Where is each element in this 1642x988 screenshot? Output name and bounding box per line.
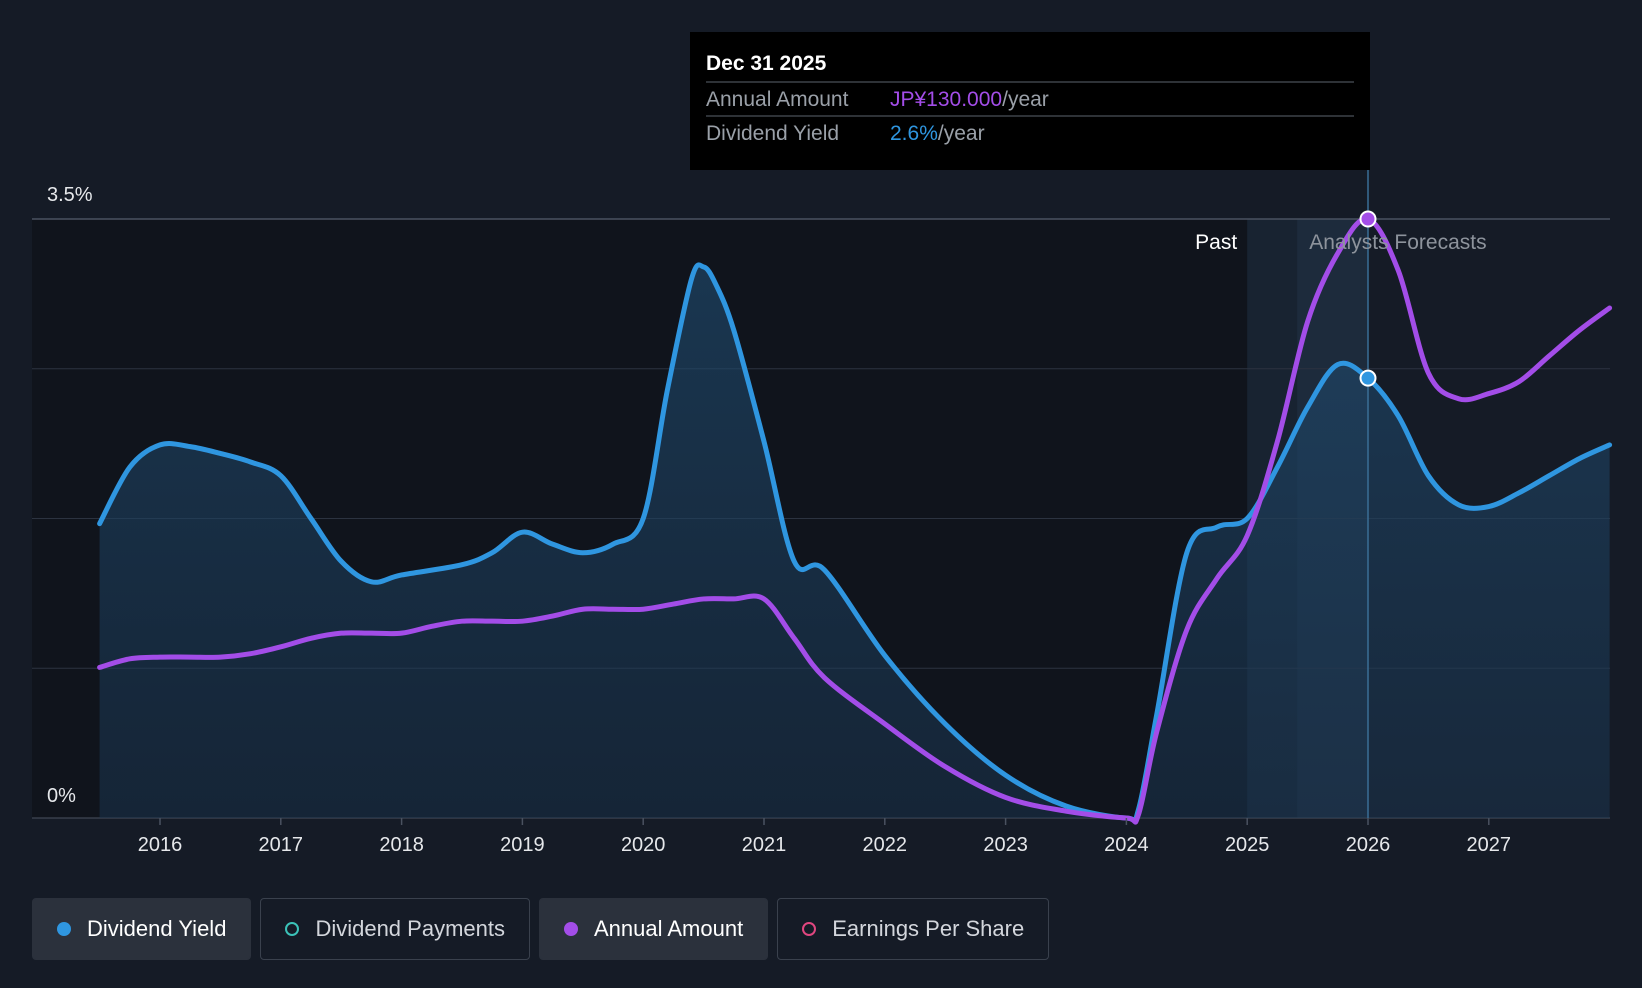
legend-label: Dividend Yield [87, 916, 227, 941]
tooltip: Dec 31 2025 Annual Amount JP¥130.000/year D… [690, 32, 1370, 170]
dividend-payments-ring-icon [285, 922, 300, 936]
annual-amount-dot-icon [563, 922, 578, 936]
tooltip-suffix: /year [938, 122, 985, 145]
tooltip-value: 2.6% [890, 122, 938, 145]
x-tick-label: 2019 [500, 834, 545, 856]
x-tick-label: 2023 [983, 834, 1028, 856]
x-tick-label: 2022 [863, 834, 908, 856]
dividend-chart: Past Analysts Forecasts 3.5% 0% 2016 2017 2018… [32, 32, 1613, 856]
legend-label: Dividend Payments [315, 916, 505, 941]
legend-annual-amount[interactable]: Annual Amount [538, 898, 769, 960]
x-tick-label: 2016 [138, 834, 183, 856]
tooltip-value: JP¥130.000 [890, 88, 1002, 111]
past-label: Past [1195, 231, 1237, 254]
tooltip-date: Dec 31 2025 [706, 52, 827, 75]
legend-label: Annual Amount [593, 916, 744, 941]
x-tick-label: 2027 [1467, 834, 1512, 856]
x-tick-label: 2021 [742, 834, 787, 856]
tooltip-row-label: Annual Amount [706, 88, 849, 111]
legend-earnings-per-share[interactable]: Earnings Per Share [777, 898, 1050, 960]
chart-legend: Dividend Yield Dividend Payments Annual … [32, 898, 1050, 960]
tooltip-marker [1359, 210, 1377, 228]
legend-dividend-payments[interactable]: Dividend Payments [260, 898, 530, 960]
legend-dividend-yield[interactable]: Dividend Yield [32, 898, 252, 960]
tooltip-suffix: /year [1002, 88, 1049, 111]
tooltip-row-value: 2.6%/year [890, 122, 985, 145]
dividend-yield-dot-icon [57, 922, 71, 936]
x-tick-label: 2017 [259, 834, 304, 856]
tooltip-box [690, 32, 1370, 170]
annual-amount-line [97, 216, 1613, 825]
y-tick-label: 3.5% [47, 184, 93, 206]
x-tick-label: 2020 [621, 834, 666, 856]
x-tick-label: 2024 [1104, 834, 1149, 856]
tooltip-marker [1359, 369, 1377, 387]
x-tick-label: 2018 [379, 834, 424, 856]
x-tick-label: 2026 [1346, 834, 1391, 856]
dividend-yield-area [99, 264, 1610, 821]
tooltip-row-label: Dividend Yield [706, 122, 839, 145]
forecast-label: Analysts Forecasts [1309, 231, 1486, 254]
x-tick-label: 2025 [1225, 834, 1270, 856]
tooltip-row-value: JP¥130.000/year [890, 88, 1049, 111]
earnings-per-share-ring-icon [802, 922, 817, 936]
legend-label: Earnings Per Share [832, 916, 1025, 941]
y-tick-label: 0% [47, 785, 76, 807]
